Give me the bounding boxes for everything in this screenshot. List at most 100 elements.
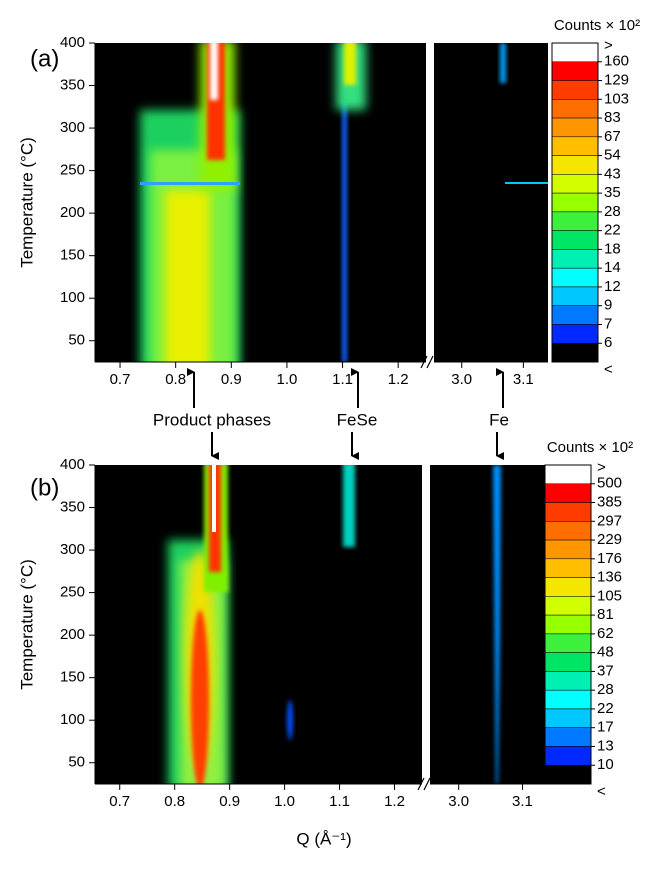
colorbar-label: 129 <box>604 71 629 88</box>
colorbar-box <box>551 61 599 81</box>
annotation: Fe <box>489 410 509 429</box>
plot-background <box>95 465 548 784</box>
y-tick-label: 50 <box>68 332 85 349</box>
colorbar-label: 83 <box>604 109 621 126</box>
colorbar-box <box>551 230 599 250</box>
colorbar-label: < <box>604 361 613 378</box>
colorbar-box <box>544 652 592 672</box>
colorbar-label: 43 <box>604 165 621 182</box>
colorbar-box <box>551 192 599 213</box>
colorbar-box <box>551 117 599 138</box>
colorbar-label: 62 <box>597 625 614 642</box>
colorbar-label: 297 <box>597 512 622 529</box>
x-tick-label: 1.2 <box>388 371 409 388</box>
colorbar-label: 67 <box>604 128 621 145</box>
colorbar-box <box>544 483 592 503</box>
colorbar-label: 28 <box>597 681 614 698</box>
y-tick-label: 100 <box>60 711 85 728</box>
colorbar-box <box>544 764 592 785</box>
colorbar-label: 385 <box>597 493 622 510</box>
colorbar-label: 17 <box>597 719 614 736</box>
x-tick-label: 3.0 <box>451 371 472 388</box>
y-tick-label: 300 <box>60 119 85 136</box>
colorbar-box <box>551 305 599 325</box>
y-axis-label: Temperature (°C) <box>17 137 36 268</box>
colorbar-box <box>551 249 599 269</box>
colorbar-label: 22 <box>597 700 614 717</box>
colorbar-label: 500 <box>597 475 622 492</box>
x-axis-label: Q (Å⁻¹) <box>296 829 351 848</box>
colorbar-title: Counts × 10² <box>554 17 640 34</box>
y-tick-label: 350 <box>60 77 85 94</box>
colorbar-box <box>544 614 592 635</box>
colorbar-box <box>551 324 599 344</box>
colorbar-label: 13 <box>597 737 614 754</box>
x-tick-label: 3.0 <box>448 793 469 810</box>
colorbar-label: 160 <box>604 53 629 70</box>
colorbar-label: 35 <box>604 184 621 201</box>
x-tick-label: 1.1 <box>332 371 353 388</box>
colorbar-box <box>544 464 592 485</box>
y-tick-label: 250 <box>60 162 85 179</box>
x-tick-label: 0.9 <box>221 371 242 388</box>
colorbar-label: 136 <box>597 569 622 586</box>
x-tick-label: 0.8 <box>165 371 186 388</box>
colorbar-box <box>551 342 599 363</box>
colorbar-label: 81 <box>597 606 614 623</box>
y-axis-label: Temperature (°C) <box>17 559 36 690</box>
intensity-map <box>168 465 501 784</box>
colorbar-box <box>544 596 592 616</box>
annotation: Product phases <box>153 410 271 429</box>
x-tick-label: 0.7 <box>110 371 131 388</box>
y-tick-label: 400 <box>60 456 85 473</box>
colorbar-label: 12 <box>604 278 621 295</box>
colorbar-box <box>551 211 599 231</box>
colorbar-box <box>544 539 592 560</box>
colorbar-label: 18 <box>604 240 621 257</box>
colorbar-label: 105 <box>597 587 622 604</box>
x-tick-label: 3.1 <box>512 793 533 810</box>
colorbar-box <box>544 521 592 541</box>
colorbar-box <box>544 502 592 522</box>
colorbar-label: 28 <box>604 203 621 220</box>
colorbar-label: 103 <box>604 90 629 107</box>
colorbar-label: 10 <box>597 756 614 773</box>
y-tick-label: 350 <box>60 499 85 516</box>
x-tick-label: 3.1 <box>513 371 534 388</box>
colorbar-label: < <box>597 783 606 800</box>
annotation: FeSe <box>337 410 378 429</box>
colorbar-label: 37 <box>597 662 614 679</box>
colorbar-label: 54 <box>604 147 621 164</box>
y-tick-label: 200 <box>60 204 85 221</box>
colorbar-label: > <box>597 459 606 476</box>
colorbar-label: 7 <box>604 315 612 332</box>
y-tick-label: 400 <box>60 34 85 51</box>
y-tick-label: 150 <box>60 669 85 686</box>
colorbar-box <box>551 99 599 119</box>
colorbar-box <box>544 671 592 691</box>
y-tick-label: 200 <box>60 626 85 643</box>
colorbar-label: 176 <box>597 550 622 567</box>
y-tick-label: 150 <box>60 247 85 264</box>
colorbar-box <box>551 286 599 306</box>
colorbar-box <box>544 746 592 766</box>
colorbar-label: 9 <box>604 297 612 314</box>
y-tick-label: 300 <box>60 541 85 558</box>
colorbar-box <box>544 708 592 728</box>
colorbar-box <box>544 727 592 747</box>
colorbar-label: 14 <box>604 259 621 276</box>
colorbar-box <box>551 155 599 175</box>
colorbar-box <box>551 174 599 194</box>
colorbar-frame <box>544 464 592 785</box>
colorbar-box <box>551 80 599 100</box>
x-tick-label: 1.1 <box>329 793 350 810</box>
x-tick-label: 0.7 <box>109 793 130 810</box>
colorbar-box <box>551 267 599 288</box>
y-tick-label: 50 <box>68 754 85 771</box>
panel-label: (b) <box>30 474 59 501</box>
colorbar-box <box>551 42 599 63</box>
colorbar-label: 229 <box>597 531 622 548</box>
x-tick-label: 1.0 <box>274 793 295 810</box>
panel-label: (a) <box>30 45 59 72</box>
